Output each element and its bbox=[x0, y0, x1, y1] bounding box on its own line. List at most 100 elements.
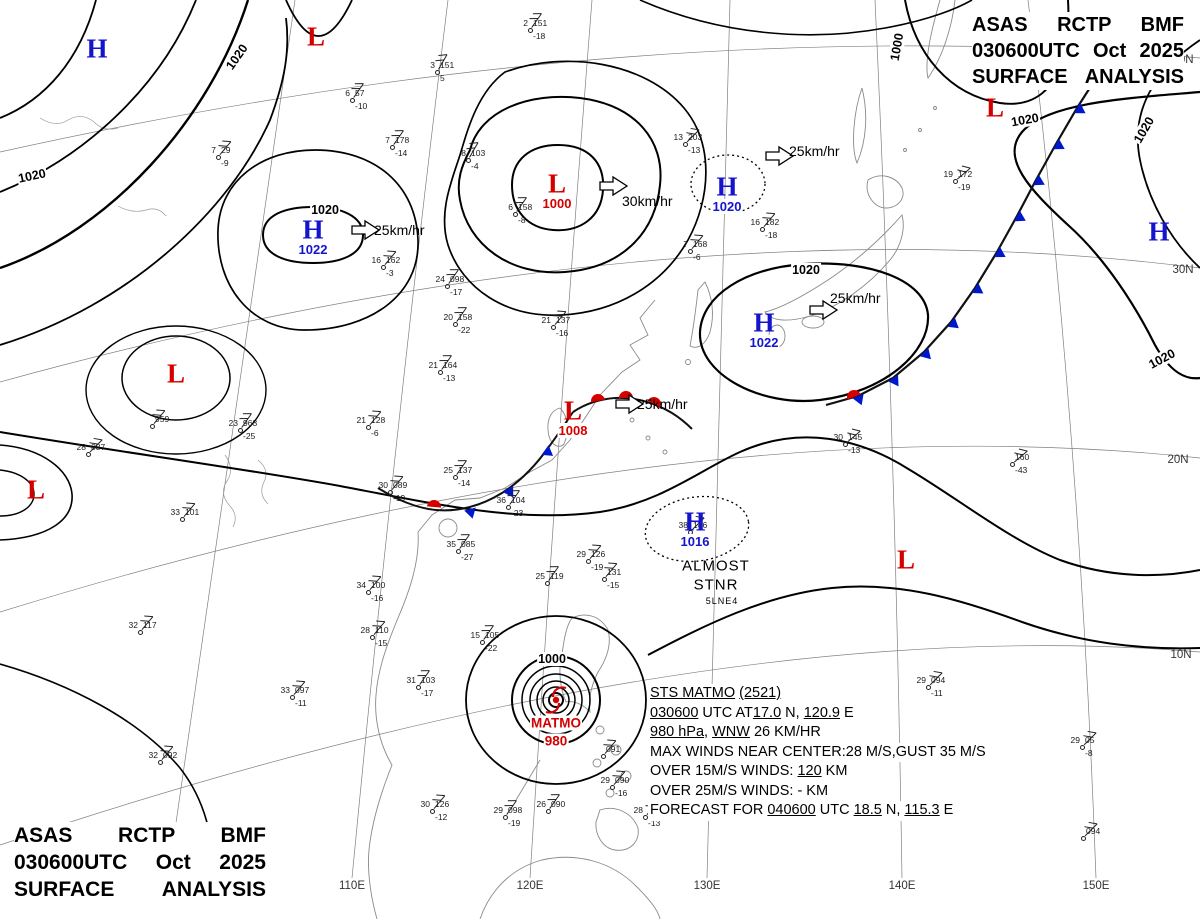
wind-barb-icon bbox=[588, 544, 602, 560]
pressure-value: 1008 bbox=[557, 423, 589, 438]
pressure-symbol: H bbox=[753, 307, 775, 338]
coastline-china bbox=[417, 299, 656, 533]
warm-front-pip bbox=[619, 391, 633, 399]
map-annotation: ALMOST bbox=[682, 557, 750, 575]
isobar-label: 1020 bbox=[15, 166, 49, 186]
longitude-line bbox=[1027, 0, 1097, 879]
station-value: 098 bbox=[508, 805, 523, 815]
station-value: 110 bbox=[375, 625, 389, 635]
station-value: -16 bbox=[556, 328, 569, 338]
station-value: 2 bbox=[523, 18, 528, 28]
station-value: 100 bbox=[371, 580, 386, 590]
station-value: 16 bbox=[750, 217, 760, 227]
station-value: 35 bbox=[446, 539, 456, 549]
station-circle-icon bbox=[759, 226, 765, 232]
station-value: 085 bbox=[461, 539, 476, 549]
station-value: 6 bbox=[345, 88, 350, 98]
wind-barb-icon bbox=[690, 234, 704, 250]
station-circle-icon bbox=[437, 369, 443, 375]
isobar-path bbox=[0, 0, 250, 270]
storm-info-text: FORECAST FOR bbox=[650, 802, 768, 818]
station-circle-icon bbox=[349, 97, 355, 103]
coastline-ryukyu-island bbox=[629, 417, 635, 423]
coastline-kuril-island bbox=[903, 148, 907, 152]
wind-barb-icon bbox=[432, 794, 446, 810]
warm-front-pip bbox=[647, 397, 661, 408]
coastline-hokkaido bbox=[866, 175, 904, 209]
station-circle-icon bbox=[149, 423, 155, 429]
wind-barb-icon bbox=[1084, 821, 1098, 837]
station-value: 119 bbox=[550, 571, 564, 581]
station-value: -13 bbox=[693, 533, 706, 543]
storm-info-text: KM bbox=[821, 763, 848, 779]
isobar-label: 1020 bbox=[1145, 345, 1179, 373]
coastline-mindanao bbox=[595, 808, 639, 851]
pressure-symbol: L bbox=[26, 474, 46, 505]
wind-barb-icon bbox=[956, 165, 971, 180]
wind-barb-icon bbox=[1083, 730, 1097, 746]
isobar-path bbox=[0, 469, 35, 517]
typhoon-arm bbox=[551, 686, 567, 698]
station-value: -16 bbox=[615, 788, 628, 798]
station-circle-icon bbox=[505, 504, 511, 510]
coastline-sakhalin bbox=[853, 87, 867, 165]
station-value: 092 bbox=[163, 750, 178, 760]
wind-barb-icon bbox=[351, 83, 364, 98]
wind-barb-icon bbox=[182, 502, 196, 518]
station-value: -8 bbox=[1085, 748, 1093, 758]
station-value: 158 bbox=[458, 312, 473, 322]
station-value: 3 bbox=[430, 60, 435, 70]
station-circle-icon bbox=[429, 808, 435, 814]
storm-info-text: 980 hPa bbox=[650, 724, 705, 740]
station-value: 28 bbox=[76, 442, 86, 452]
isobar-label: 1020 bbox=[1009, 110, 1041, 130]
chart-header-line3: SURFACE ANALYSIS bbox=[972, 66, 1184, 88]
station-circle-icon bbox=[527, 27, 533, 33]
pressure-symbol: L bbox=[563, 395, 583, 426]
station-value: -19 bbox=[591, 562, 604, 572]
station-value: -14 bbox=[395, 148, 408, 158]
station-value: -4 bbox=[471, 161, 479, 171]
station-circle-icon bbox=[682, 141, 688, 147]
wind-barb-icon bbox=[454, 307, 467, 322]
cold-front-pip bbox=[464, 507, 476, 519]
pressure-symbol: H bbox=[684, 506, 706, 537]
station-circle-icon bbox=[600, 753, 606, 759]
wind-arrow-icon bbox=[599, 175, 629, 197]
station-circle-icon bbox=[389, 144, 395, 150]
storm-info-text: UTC AT bbox=[698, 704, 753, 721]
wind-barb-icon bbox=[368, 575, 382, 591]
wind-barb-icon bbox=[846, 428, 861, 443]
coastline-hainan bbox=[438, 518, 458, 538]
isobar-path bbox=[0, 0, 97, 119]
station-value: 28 bbox=[360, 625, 370, 635]
warm-front-pip bbox=[847, 390, 861, 400]
station-value: 28 bbox=[633, 805, 643, 815]
station-circle-icon bbox=[289, 694, 295, 700]
wind-barb-icon bbox=[546, 566, 559, 581]
storm-info-block: STS MATMO (2521) 030600 UTC AT17.0 N, 120… bbox=[648, 684, 988, 821]
station-value: 24 bbox=[435, 274, 445, 284]
station-value: 29 bbox=[576, 549, 586, 559]
terrain-contour bbox=[117, 205, 167, 217]
isobar-label: 1020 bbox=[1130, 113, 1158, 147]
chart-header-line2: 030600UTC Oct 2025 bbox=[972, 40, 1184, 62]
storm-info-text: N, bbox=[881, 802, 905, 818]
station-circle-icon bbox=[544, 580, 550, 586]
isobar-label: 1020 bbox=[310, 203, 340, 217]
isobar-path bbox=[457, 95, 662, 274]
station-value: 16 bbox=[371, 255, 381, 265]
station-circle-icon bbox=[365, 424, 371, 430]
station-value: 8 bbox=[461, 148, 466, 158]
station-value: 36 bbox=[496, 495, 506, 505]
station-circle-icon bbox=[1009, 461, 1015, 467]
station-circle-icon bbox=[415, 684, 421, 690]
isobar-path bbox=[698, 262, 930, 403]
storm-info-line: STS MATMO (2521) bbox=[648, 684, 784, 704]
storm-info-text: UTC bbox=[815, 802, 854, 818]
chart-footer-line1: ASAS RCTP BMF bbox=[14, 824, 266, 847]
station-value: 137 bbox=[458, 465, 473, 475]
terrain-contour bbox=[257, 459, 269, 505]
